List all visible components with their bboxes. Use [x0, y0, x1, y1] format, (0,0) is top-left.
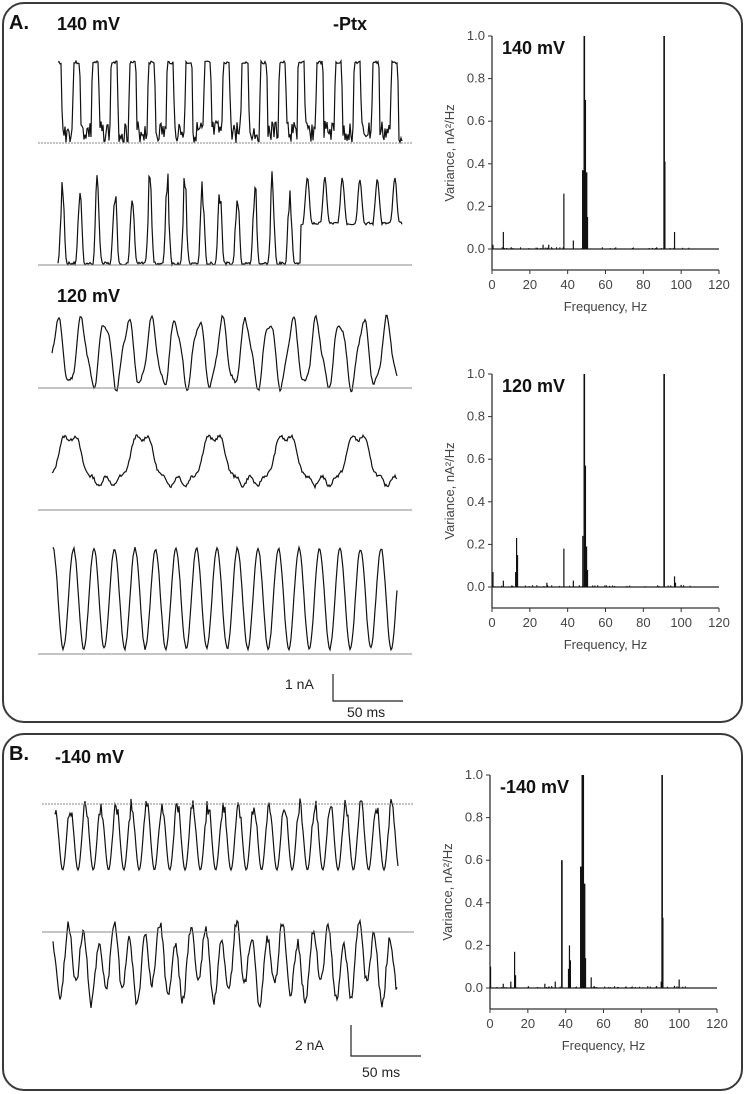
svg-text:0.2: 0.2 [467, 536, 485, 551]
svg-text:0: 0 [488, 615, 495, 630]
current-traces [38, 61, 414, 1008]
svg-text:20: 20 [523, 615, 537, 630]
svg-text:1.0: 1.0 [467, 366, 485, 381]
svg-text:0.8: 0.8 [467, 71, 485, 86]
svg-text:1.0: 1.0 [465, 767, 483, 782]
svg-text:-140 mV: -140 mV [500, 777, 569, 797]
svg-text:40: 40 [560, 615, 574, 630]
svg-text:Frequency, Hz: Frequency, Hz [562, 1038, 646, 1053]
svg-text:0.6: 0.6 [467, 451, 485, 466]
svg-text:100: 100 [670, 277, 692, 292]
scalebar-b [351, 1025, 421, 1056]
svg-text:80: 80 [634, 1016, 648, 1031]
svg-text:100: 100 [668, 1016, 690, 1031]
svg-text:0.4: 0.4 [467, 156, 485, 171]
svg-text:Frequency, Hz: Frequency, Hz [564, 299, 648, 314]
spectra-charts: 0.0 0.2 0.4 0.6 0.8 1.0 0 20 40 60 80 100 120 Frequen… [440, 28, 730, 1053]
svg-text:0.0: 0.0 [465, 980, 483, 995]
svg-text:80: 80 [636, 615, 650, 630]
svg-text:120 mV: 120 mV [502, 376, 565, 396]
svg-text:20: 20 [523, 277, 537, 292]
svg-text:Variance, nA²/Hz: Variance, nA²/Hz [442, 442, 457, 539]
svg-text:120: 120 [708, 277, 730, 292]
svg-text:0.8: 0.8 [465, 810, 483, 825]
svg-text:120: 120 [706, 1016, 728, 1031]
scalebar-a [333, 674, 403, 701]
svg-text:100: 100 [670, 615, 692, 630]
svg-text:0.8: 0.8 [467, 409, 485, 424]
svg-text:40: 40 [560, 277, 574, 292]
spectrum-chart-0: 0.0 0.2 0.4 0.6 0.8 1.0 0 20 40 60 80 100 120 Frequen… [442, 28, 730, 314]
svg-text:0.4: 0.4 [467, 494, 485, 509]
svg-text:0.6: 0.6 [467, 113, 485, 128]
svg-text:0.0: 0.0 [467, 241, 485, 256]
svg-text:Variance, nA²/Hz: Variance, nA²/Hz [442, 104, 457, 201]
figure-canvas: 0.0 0.2 0.4 0.6 0.8 1.0 0 20 40 60 80 100 120 Frequen… [0, 0, 745, 1094]
svg-text:Frequency, Hz: Frequency, Hz [564, 637, 648, 652]
svg-text:60: 60 [596, 1016, 610, 1031]
svg-text:0.2: 0.2 [465, 937, 483, 952]
svg-text:80: 80 [636, 277, 650, 292]
svg-text:0.0: 0.0 [467, 579, 485, 594]
svg-text:1.0: 1.0 [467, 28, 485, 43]
svg-text:60: 60 [598, 615, 612, 630]
svg-text:0.2: 0.2 [467, 198, 485, 213]
svg-text:0: 0 [486, 1016, 493, 1031]
svg-text:40: 40 [558, 1016, 572, 1031]
svg-text:Variance, nA²/Hz: Variance, nA²/Hz [440, 843, 455, 940]
svg-text:140 mV: 140 mV [502, 38, 565, 58]
spectrum-chart-1: 0.0 0.2 0.4 0.6 0.8 1.0 0 20 40 60 80 100 120 Frequen… [442, 366, 730, 652]
svg-text:0: 0 [488, 277, 495, 292]
svg-text:0.4: 0.4 [465, 895, 483, 910]
svg-text:120: 120 [708, 615, 730, 630]
spectrum-chart-2: 0.0 0.2 0.4 0.6 0.8 1.0 0 20 40 60 80 100 120 Frequen… [440, 767, 728, 1053]
svg-text:60: 60 [598, 277, 612, 292]
svg-text:20: 20 [521, 1016, 535, 1031]
svg-text:0.6: 0.6 [465, 852, 483, 867]
